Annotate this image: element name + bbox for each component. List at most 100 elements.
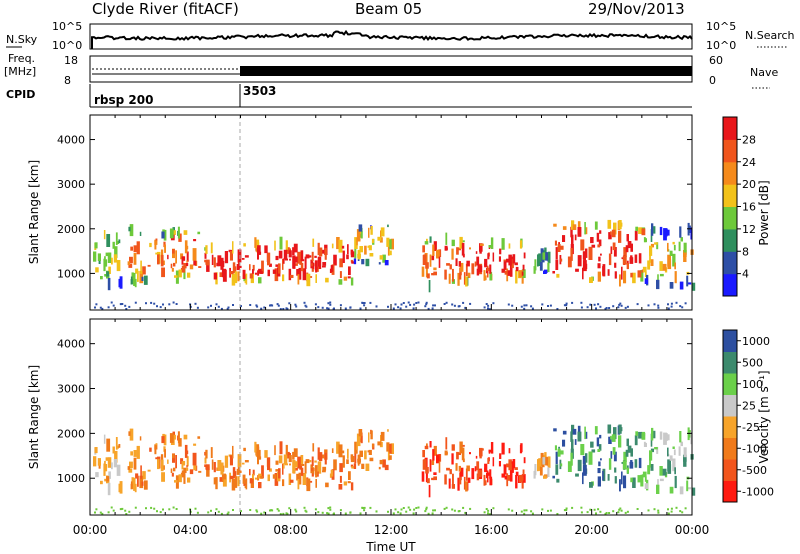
power-echo-cell: [300, 262, 304, 272]
velocity-echo-cell: [598, 461, 601, 467]
power-echo-cell: [518, 270, 523, 278]
power-echo-cell: [278, 263, 281, 274]
power-echo-cell: [554, 240, 557, 246]
power-echo-cell: [163, 229, 167, 241]
power-echo-cell: [672, 253, 676, 267]
velocity-colorbar-tick-label: -100: [742, 442, 767, 455]
power-echo-cell: [321, 249, 325, 254]
velocity-echo-cell: [312, 467, 315, 474]
power-echo-cell: [632, 272, 636, 284]
power-echo-cell: [181, 256, 184, 265]
power-echo-cell: [558, 242, 560, 244]
power-echo-cell: [229, 271, 234, 275]
power-echo-cell: [288, 268, 292, 281]
velocity-ground-scatter-cell: [361, 506, 364, 509]
power-echo-cell: [659, 273, 664, 277]
power-echo-cell: [452, 268, 454, 282]
power-echo-cell: [429, 236, 432, 243]
power-echo-cell: [333, 254, 337, 266]
velocity-ground-scatter-cell: [586, 511, 589, 514]
power-echo-cell: [302, 268, 307, 281]
power-ground-scatter-cell: [405, 305, 408, 308]
nave-tick-low: 0: [709, 74, 716, 87]
velocity-ground-scatter-cell: [387, 510, 389, 513]
velocity-echo-cell: [358, 429, 363, 437]
power-echo-cell: [638, 227, 642, 234]
power-echo-cell: [598, 256, 601, 262]
velocity-echo-cell: [229, 475, 234, 480]
power-echo-cell: [522, 264, 525, 271]
velocity-echo-cell: [283, 454, 288, 465]
velocity-echo-cell: [634, 459, 638, 468]
velocity-ground-scatter-cell: [134, 506, 137, 509]
power-echo-cell: [503, 259, 508, 262]
power-ground-scatter-cell: [326, 307, 329, 310]
velocity-echo-cell: [421, 471, 425, 482]
power-ground-scatter-cell: [277, 304, 280, 307]
power-echo-cell: [170, 263, 173, 269]
velocity-colorbar-tick-label: 1000: [742, 335, 770, 348]
power-ground-scatter-cell: [121, 303, 124, 305]
power-echo-cell: [663, 228, 667, 241]
velocity-ground-scatter-cell: [580, 506, 583, 509]
velocity-echo-cell: [644, 442, 647, 447]
power-echo-cell: [584, 227, 588, 235]
power-echo-cell: [213, 272, 217, 280]
power-ground-scatter-cell: [586, 306, 589, 309]
power-echo-cell: [499, 248, 502, 255]
power-echo-cell: [504, 270, 507, 275]
velocity-echo-cell: [653, 430, 656, 439]
velocity-echo-cell: [346, 459, 349, 464]
velocity-echo-cell: [626, 467, 629, 474]
power-echo-cell: [254, 237, 257, 248]
velocity-echo-cell: [128, 468, 133, 473]
power-echo-cell: [597, 263, 601, 269]
power-echo-cell: [635, 226, 638, 232]
velocity-ground-scatter-cell: [608, 512, 611, 514]
velocity-ground-scatter-cell: [226, 512, 229, 515]
power-ground-scatter-cell: [276, 303, 279, 306]
power-echo-cell: [621, 266, 623, 280]
velocity-ground-scatter-cell: [344, 512, 347, 515]
power-echo-cell: [213, 257, 216, 268]
power-echo-cell: [644, 238, 647, 243]
power-echo-cell: [669, 282, 674, 289]
power-echo-cell: [331, 243, 334, 249]
power-echo-cell: [354, 237, 358, 249]
power-echo-cell: [567, 256, 572, 268]
velocity-ground-scatter-cell: [153, 507, 156, 510]
velocity-echo-cell: [279, 441, 283, 455]
power-echo-cell: [630, 255, 633, 259]
velocity-ground-scatter-cell: [240, 510, 242, 513]
velocity-echo-cell: [597, 476, 601, 487]
velocity-echo-cell: [623, 451, 627, 462]
power-echo-cell: [591, 244, 596, 248]
velocity-colorbar-swatch: [723, 351, 737, 374]
power-echo-cell: [659, 261, 663, 271]
power-echo-cell: [309, 255, 312, 258]
power-echo-cell: [449, 264, 452, 270]
power-ground-scatter-cell: [425, 301, 428, 304]
velocity-echo-cell: [570, 431, 573, 442]
power-echo-cell: [431, 273, 435, 276]
velocity-echo-cell: [143, 480, 148, 490]
power-echo-cell: [436, 249, 440, 259]
power-echo-cell: [242, 269, 246, 279]
power-ground-scatter-cell: [608, 307, 611, 309]
velocity-echo-cell: [370, 430, 373, 440]
velocity-echo-cell: [219, 477, 224, 482]
power-echo-cell: [261, 260, 264, 274]
velocity-echo-cell: [656, 446, 659, 454]
power-echo-cell: [679, 226, 682, 238]
velocity-echo-cell: [182, 461, 186, 466]
power-echo-cell: [107, 252, 112, 263]
velocity-echo-cell: [163, 434, 167, 446]
velocity-ground-scatter-cell: [249, 509, 252, 511]
velocity-echo-cell: [506, 463, 509, 468]
velocity-ground-scatter-cell: [667, 508, 669, 511]
velocity-ground-scatter-cell: [593, 508, 596, 511]
velocity-echo-cell: [244, 485, 247, 489]
velocity-echo-cell: [599, 434, 602, 439]
power-ground-scatter-cell: [128, 305, 131, 308]
velocity-echo-cell: [687, 487, 692, 490]
